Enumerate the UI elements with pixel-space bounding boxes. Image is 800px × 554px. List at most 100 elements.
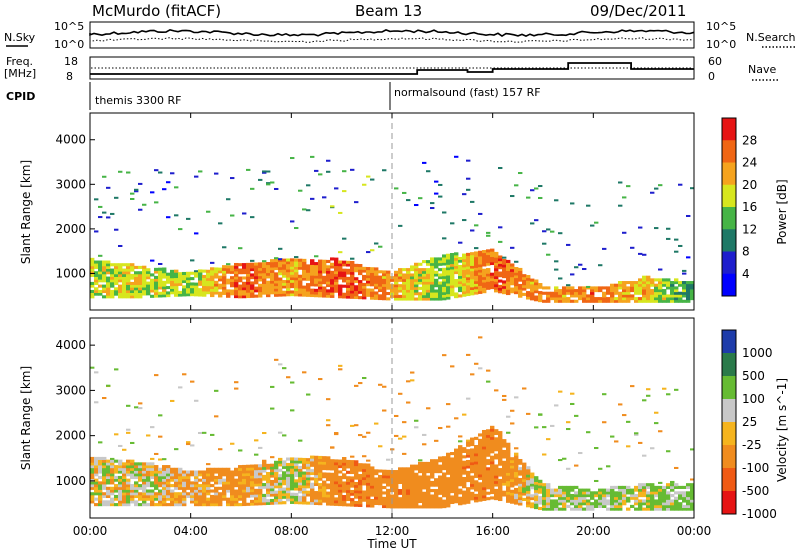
heatmap-cell — [486, 461, 491, 465]
heatmap-cell — [626, 185, 631, 188]
heatmap-cell — [122, 268, 127, 272]
heatmap-cell — [378, 278, 383, 282]
heatmap-cell — [546, 488, 551, 492]
heatmap-cell — [282, 471, 287, 475]
heatmap-cell — [446, 490, 451, 494]
heatmap-cell — [254, 491, 259, 495]
heatmap-cell — [134, 279, 139, 283]
heatmap-cell — [218, 500, 223, 504]
heatmap-cell — [458, 502, 463, 506]
y-tick-label: 4000 — [55, 133, 86, 147]
heatmap-cell — [266, 262, 271, 266]
heatmap-cell — [578, 286, 583, 290]
heatmap-cell — [350, 168, 355, 171]
heatmap-cell — [622, 196, 627, 199]
heatmap-cell — [366, 277, 371, 281]
heatmap-cell — [278, 501, 283, 505]
heatmap-cell — [498, 451, 503, 455]
heatmap-cell — [90, 465, 95, 469]
heatmap-cell — [470, 464, 475, 468]
heatmap-cell — [230, 470, 235, 474]
heatmap-cell — [350, 287, 355, 291]
heatmap-cell — [154, 267, 159, 271]
heatmap-cell — [222, 478, 227, 482]
heatmap-cell — [690, 291, 695, 295]
heatmap-cell — [426, 483, 431, 487]
heatmap-cell — [242, 492, 247, 496]
heatmap-cell — [682, 504, 687, 508]
heatmap-cell — [486, 249, 491, 253]
heatmap-cell — [434, 180, 439, 183]
heatmap-cell — [330, 461, 335, 466]
heatmap-cell — [118, 284, 123, 288]
heatmap-cell — [666, 297, 671, 301]
heatmap-cell — [270, 288, 275, 292]
heatmap-cell — [294, 279, 299, 283]
heatmap-cell — [334, 260, 339, 264]
heatmap-cell — [662, 278, 667, 282]
heatmap-cell — [310, 272, 315, 276]
heatmap-cell — [466, 274, 471, 278]
heatmap-cell — [326, 464, 331, 468]
heatmap-cell — [618, 299, 623, 303]
heatmap-cell — [186, 441, 191, 444]
heatmap-cell — [494, 442, 499, 446]
heatmap-cell — [142, 289, 147, 293]
nsky-tick-high: 10^5 — [54, 20, 84, 33]
heatmap-cell — [386, 483, 391, 487]
heatmap-cell — [410, 491, 415, 495]
heatmap-cell — [258, 469, 263, 473]
heatmap-cell — [110, 263, 115, 267]
heatmap-cell — [266, 272, 271, 276]
heatmap-cell — [282, 367, 287, 370]
heatmap-cell — [298, 476, 303, 480]
heatmap-cell — [258, 291, 263, 295]
heatmap-cell — [162, 272, 167, 276]
heatmap-cell — [146, 292, 151, 296]
heatmap-cell — [514, 452, 519, 456]
heatmap-cell — [658, 289, 663, 293]
heatmap-cell — [234, 265, 239, 269]
heatmap-cell — [462, 449, 467, 453]
heatmap-cell — [390, 505, 395, 509]
heatmap-cell — [166, 181, 171, 184]
heatmap-cell — [654, 411, 659, 414]
heatmap-cell — [114, 276, 119, 280]
heatmap-cell — [334, 483, 339, 487]
heatmap-cell — [294, 277, 299, 281]
heatmap-cell — [126, 273, 131, 277]
heatmap-cell — [218, 448, 223, 451]
heatmap-cell — [578, 291, 583, 295]
heatmap-cell — [346, 284, 351, 288]
heatmap-cell — [502, 275, 507, 279]
heatmap-cell — [334, 432, 339, 435]
heatmap-cell — [214, 486, 219, 490]
heatmap-cell — [526, 296, 531, 300]
heatmap-cell — [490, 469, 495, 473]
heatmap-cell — [494, 278, 499, 282]
heatmap-cell — [126, 284, 131, 288]
heatmap-cell — [642, 299, 647, 303]
heatmap-cell — [434, 459, 439, 463]
heatmap-cell — [174, 280, 179, 284]
heatmap-cell — [530, 222, 535, 225]
heatmap-cell — [466, 292, 471, 297]
heatmap-cell — [122, 289, 127, 294]
heatmap-cell — [430, 202, 435, 205]
heatmap-cell — [458, 435, 463, 438]
heatmap-cell — [122, 486, 127, 490]
heatmap-cell — [138, 486, 143, 490]
heatmap-cell — [138, 287, 143, 291]
heatmap-cell — [462, 463, 467, 467]
heatmap-cell — [418, 475, 423, 479]
heatmap-cell — [590, 507, 595, 511]
heatmap-cell — [374, 493, 379, 497]
heatmap-cell — [418, 294, 423, 298]
heatmap-cell — [110, 281, 115, 285]
heatmap-cell — [594, 504, 599, 508]
heatmap-cell — [246, 262, 251, 266]
colorbar-swatch — [722, 330, 736, 354]
heatmap-cell — [434, 494, 439, 498]
heatmap-cell — [242, 486, 247, 490]
heatmap-cell — [502, 460, 507, 464]
